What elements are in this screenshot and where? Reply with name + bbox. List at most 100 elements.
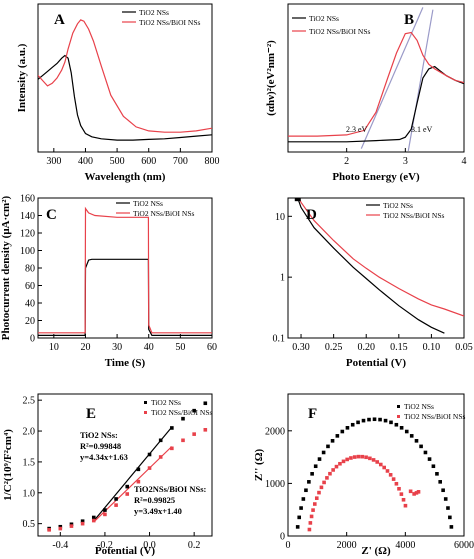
panel-f-point-biOI xyxy=(403,503,408,508)
panel-f-point-tio2 xyxy=(446,506,450,510)
panel-d-marker-tio2 xyxy=(292,186,298,192)
y-tick-label: 2.0 xyxy=(23,427,36,438)
panel-c-series-biOI xyxy=(38,206,212,334)
panel-f-point-tio2 xyxy=(389,420,393,425)
panel-e-yticks: 0.5 1.0 1.5 2.0 2.5 xyxy=(23,396,42,530)
panel-e-point-biOI xyxy=(181,438,185,443)
panel-f-point-biOI xyxy=(416,490,421,494)
panel-f-point-biOI xyxy=(328,471,332,476)
panel-d-frame xyxy=(287,197,465,339)
x-tick-label: 4 xyxy=(462,156,467,167)
panel-c-letter: C xyxy=(46,207,57,223)
panel-c-yticks: 0 20 40 60 80 100 120 140 160 xyxy=(20,194,42,345)
panel-f-point-biOI xyxy=(312,502,317,506)
y-tick-label: 160 xyxy=(20,194,35,205)
panel-b-ylabel: (αhν)²(eV²nm⁻²) xyxy=(265,40,277,116)
panel-f-point-biOI xyxy=(375,460,380,464)
panel-b: B TiO2 NSs TiO2 NSs/BiOI NSs 2.3 eV 3.1 … xyxy=(265,3,467,183)
panel-f-point-biOI xyxy=(331,468,335,472)
panel-f-point-tio2 xyxy=(409,434,414,438)
panel-f-point-tio2 xyxy=(297,515,302,520)
panel-d-start-markers xyxy=(288,177,301,202)
panel-e-point-tio2 xyxy=(181,416,185,421)
panel-f-point-biOI xyxy=(356,454,361,459)
panel-e-point-biOI xyxy=(147,466,152,470)
panel-f-frame xyxy=(287,393,465,537)
legend-label-tio2: TiO2 NSs xyxy=(133,199,163,208)
y-tick-label: 1.5 xyxy=(23,457,36,468)
panel-f-point-tio2 xyxy=(423,450,428,455)
panel-f-point-biOI xyxy=(364,455,368,460)
panel-f-point-tio2 xyxy=(443,497,448,501)
panel-f-point-biOI xyxy=(349,456,353,460)
panel-e-point-biOI xyxy=(58,526,63,531)
panel-f-point-biOI xyxy=(334,464,339,469)
panel-f-point-tio2 xyxy=(378,417,382,422)
panel-f-point-biOI xyxy=(352,455,357,459)
panel-a-legend: TiO2 NSs TiO2 NSs/BiOI NSs xyxy=(122,8,200,27)
panel-e-point-biOI xyxy=(91,518,96,523)
panel-d-xticks: 0.30 0.25 0.20 0.15 0.10 0.05 xyxy=(292,334,473,353)
panel-f-ylabel: Z'' (Ω) xyxy=(253,449,265,482)
panel-f-point-tio2 xyxy=(310,472,314,476)
legend-label-biOI: TiO2 NSs/BiOI NSs xyxy=(139,18,200,27)
panel-e-point-tio2 xyxy=(114,497,118,501)
panel-e-point-tio2 xyxy=(80,519,85,523)
y-tick-label: 10 xyxy=(275,212,285,223)
panel-f-point-biOI xyxy=(378,462,383,467)
legend-label-biOI: TiO2 NSs/BiOI NSs xyxy=(133,209,194,218)
panel-d-marker-biOI xyxy=(288,177,294,183)
x-tick-label: 0.25 xyxy=(325,342,343,353)
panel-f-point-biOI xyxy=(394,481,399,486)
x-tick-label: 700 xyxy=(173,156,188,167)
panel-e-point-tio2 xyxy=(69,522,74,527)
y-tick-label: 0.5 xyxy=(23,519,36,530)
panel-e-point-biOI xyxy=(203,428,208,432)
panel-d-letter: D xyxy=(306,207,317,223)
legend-marker-biOI xyxy=(144,411,147,414)
legend-label-biOI: TiO2 NSs/BiOI NSs xyxy=(151,408,212,417)
panel-e-point-tio2 xyxy=(170,426,174,430)
panel-f-xlabel: Z' (Ω) xyxy=(361,545,391,557)
panel-d-series-tio2 xyxy=(297,198,445,334)
panel-c-xticks: 10 20 30 40 50 60 xyxy=(49,334,217,353)
panel-b-frame xyxy=(287,3,465,153)
panel-f-point-tio2 xyxy=(448,515,452,520)
legend-label-tio2: TiO2 NSs xyxy=(139,8,169,17)
panel-e-point-tio2 xyxy=(158,438,163,443)
y-tick-label: 100 xyxy=(20,246,35,257)
panel-f-point-biOI xyxy=(319,485,324,490)
y-tick-label: 1 xyxy=(280,273,285,284)
panel-e-point-biOI xyxy=(69,524,74,528)
panel-f-point-biOI xyxy=(399,492,404,496)
panel-a-xticks: 300 400 500 600 700 800 xyxy=(46,148,220,167)
panel-b-series-biOI xyxy=(288,31,464,137)
panel-f-point-biOI xyxy=(341,459,346,464)
panel-f-point-biOI xyxy=(307,527,312,532)
panel-b-tangent-line-1 xyxy=(360,7,424,149)
panel-f-point-tio2 xyxy=(340,429,345,434)
panel-e-point-tio2 xyxy=(125,484,130,489)
y-tick-label: 0 xyxy=(30,334,35,345)
panel-c-xlabel: Time (S) xyxy=(105,357,146,369)
panel-e-point-biOI xyxy=(103,512,107,517)
panel-b-letter: B xyxy=(404,12,414,28)
x-tick-label: 400 xyxy=(78,156,93,167)
panel-e-annotation-tio2-r2: R²=0.99848 xyxy=(80,441,121,451)
panel-f-point-tio2 xyxy=(399,426,404,430)
panel-e-fit-line-biOI xyxy=(93,446,173,523)
panel-e-annotation-biOI-r2: R²=0.99825 xyxy=(134,495,175,505)
panel-b-tangent-line-2 xyxy=(407,9,434,152)
legend-marker-tio2 xyxy=(144,401,147,404)
panel-f-legend: TiO2 NSs TiO2 NSs/BiOI NSs xyxy=(397,402,465,421)
legend-label-biOI: TiO2 NSs/BiOI NSs xyxy=(383,211,444,220)
panel-f-point-tio2 xyxy=(313,464,318,469)
panel-e-point-tio2 xyxy=(103,508,107,512)
legend-label-biOI: TiO2 NSs/BiOI NSs xyxy=(309,27,370,36)
panel-f-xticks: 0 2000 4000 6000 xyxy=(286,532,474,551)
panel-f-point-tio2 xyxy=(326,444,330,449)
panel-f-point-biOI xyxy=(322,480,326,485)
y-tick-label: 1000 xyxy=(265,479,285,490)
panel-a-frame xyxy=(37,3,213,153)
panel-f-point-biOI xyxy=(325,476,329,480)
